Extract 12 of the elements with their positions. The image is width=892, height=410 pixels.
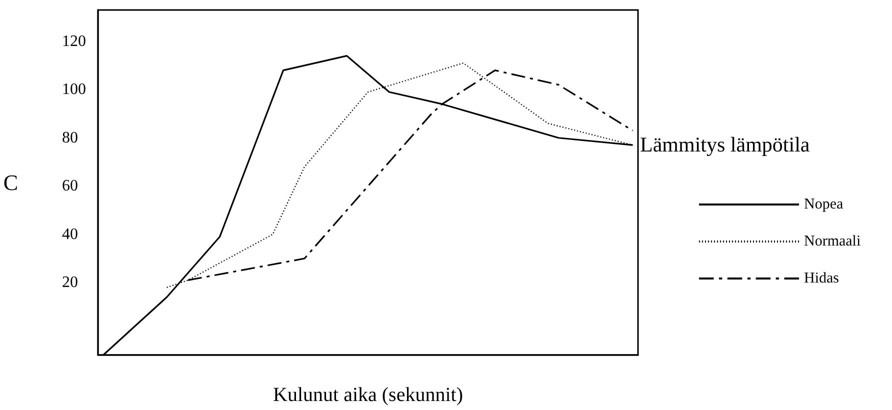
legend-title: Lämmitys lämpötila [640,132,810,156]
y-tick-label: 80 [62,129,78,146]
legend-label: Normaali [804,234,861,250]
y-tick-label: 100 [62,81,86,98]
y-tick-label: 60 [62,178,78,195]
legend-label: Nopea [804,196,844,212]
y-tick-label: 120 [62,32,86,50]
legend-label: Hidas [804,270,840,286]
y-tick-label: 20 [62,274,78,292]
y-tick-label: 40 [62,226,78,243]
x-axis-title: Kulunut aika (sekunnit) [273,384,463,406]
y-axis-title: C [3,170,18,195]
